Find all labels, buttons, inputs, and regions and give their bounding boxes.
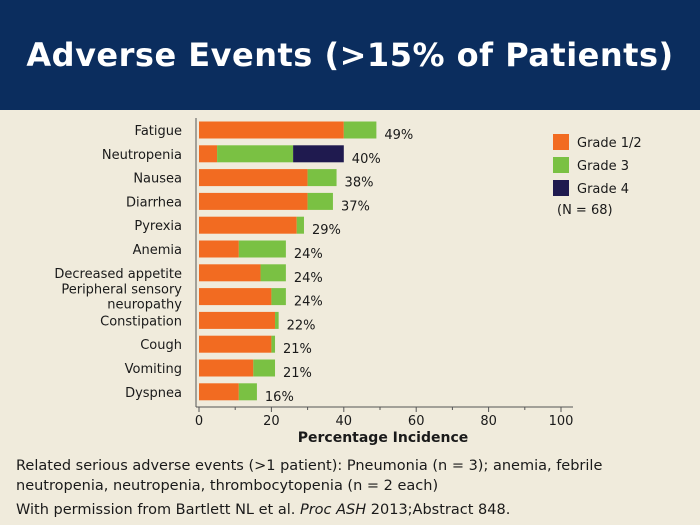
- legend-label: Grade 4: [577, 182, 629, 197]
- bar-segment-grade-1-2: [199, 145, 218, 163]
- x-axis-title: Percentage Incidence: [298, 430, 469, 446]
- bar-total-label: 21%: [283, 342, 312, 357]
- bar-segment-grade-3: [238, 383, 257, 401]
- bar-segment-grade-1-2: [199, 240, 239, 258]
- category-label: Constipation: [100, 314, 182, 329]
- bar-total-label: 24%: [294, 271, 323, 286]
- bar-total-label: 40%: [352, 152, 381, 167]
- citation-journal: Proc ASH: [299, 502, 367, 518]
- slide-title: Adverse Events (>15% of Patients): [26, 36, 674, 74]
- bar-segment-grade-1-2: [199, 335, 272, 353]
- x-tick-label: 100: [549, 414, 574, 429]
- bar-segment-grade-3: [275, 311, 279, 329]
- category-label: Anemia: [133, 243, 182, 258]
- category-label: Decreased appetite: [54, 267, 182, 282]
- bar-segment-grade-3: [271, 288, 286, 306]
- bar-segment-grade-3: [238, 240, 286, 258]
- bar-segment-grade-1-2: [199, 169, 308, 187]
- category-label: Vomiting: [125, 362, 182, 377]
- bar-segment-grade-1-2: [199, 359, 254, 377]
- serious-ae-footnote: Related serious adverse events (>1 patie…: [16, 458, 603, 494]
- category-label: Cough: [140, 338, 182, 353]
- x-tick-label: 60: [408, 414, 425, 429]
- bar-segment-grade-3: [307, 169, 337, 187]
- title-bar: Adverse Events (>15% of Patients): [0, 0, 700, 110]
- citation: With permission from Bartlett NL et al. …: [16, 500, 686, 520]
- bar-total-label: 22%: [287, 318, 316, 333]
- bar-segment-grade-1-2: [199, 216, 297, 234]
- category-label: Pyrexia: [134, 219, 182, 234]
- legend-label: Grade 1/2: [577, 136, 642, 151]
- x-tick-label: 0: [195, 414, 203, 429]
- bar-segment-grade-1-2: [199, 264, 261, 282]
- bar-total-label: 24%: [294, 295, 323, 310]
- bar-total-label: 21%: [283, 366, 312, 381]
- citation-suffix: 2013;Abstract 848.: [366, 502, 511, 518]
- citation-prefix: With permission from Bartlett NL et al.: [16, 502, 300, 518]
- legend-sample-size: (N = 68): [557, 203, 613, 218]
- bar-segment-grade-3: [296, 216, 304, 234]
- x-tick-label: 20: [263, 414, 280, 429]
- bar-total-label: 37%: [341, 199, 370, 214]
- bar-segment-grade-1-2: [199, 121, 344, 139]
- category-label: Nausea: [133, 172, 182, 187]
- category-label: Fatigue: [135, 124, 182, 139]
- bar-total-label: 24%: [294, 247, 323, 262]
- bar-segment-grade-3: [271, 335, 276, 353]
- bar-segment-grade-1-2: [199, 383, 239, 401]
- legend-swatch-grade-4: [553, 180, 569, 196]
- bar-total-label: 16%: [265, 390, 294, 405]
- legend-label: Grade 3: [577, 159, 629, 174]
- x-tick-label: 40: [336, 414, 353, 429]
- bar-total-label: 29%: [312, 223, 341, 238]
- bar-segment-grade-3: [260, 264, 286, 282]
- legend-swatch-grade-3: [553, 157, 569, 173]
- bar-segment-grade-1-2: [199, 288, 272, 306]
- bar-segment-grade-1-2: [199, 311, 276, 329]
- bar-total-label: 49%: [384, 128, 413, 143]
- category-label: Peripheral sensory: [61, 283, 182, 298]
- category-label: Neutropenia: [102, 148, 182, 163]
- category-label: neuropathy: [107, 298, 182, 313]
- bar-segment-grade-3: [343, 121, 377, 139]
- bar-segment-grade-1-2: [199, 192, 308, 210]
- legend-swatch-grade-1-2: [553, 134, 569, 150]
- bar-segment-grade-3: [253, 359, 276, 377]
- stacked-bar-chart: Fatigue 49% Neutropenia 40% Nausea 38% Diarrhe…: [54, 118, 642, 446]
- category-label: Diarrhea: [126, 195, 182, 210]
- bar-segment-grade-3: [217, 145, 294, 163]
- bar-segment-grade-3: [307, 192, 333, 210]
- bar-total-label: 38%: [345, 176, 374, 191]
- category-label: Dyspnea: [125, 386, 182, 401]
- bar-segment-grade-4: [293, 145, 344, 163]
- x-tick-label: 80: [480, 414, 497, 429]
